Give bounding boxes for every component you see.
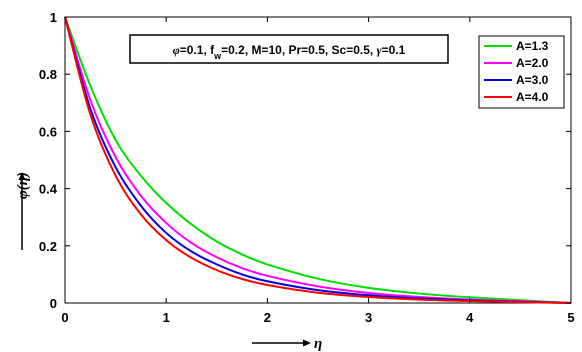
series-line-4 (64, 16, 572, 304)
x-axis-label-group: η (252, 336, 322, 352)
y-tick-label: 0.8 (39, 67, 57, 82)
x-axis-arrowhead (303, 339, 311, 347)
legend-label-1: A=1.3 (516, 39, 549, 53)
x-tick-label: 2 (264, 310, 271, 325)
legend: A=1.3 A=2.0 A=3.0 A=4.0 (478, 35, 565, 109)
x-tick-label: 0 (61, 310, 68, 325)
y-tick-label: 0.2 (39, 239, 57, 254)
x-tick-label: 5 (567, 310, 574, 325)
x-tick-label: 1 (163, 310, 170, 325)
parameter-annotation: φ=0.1, fw=0.2, M=10, Pr=0.5, Sc=0.5, γ=0… (173, 43, 406, 61)
curves (64, 16, 572, 304)
x-tick-label: 4 (466, 310, 474, 325)
y-axis-label-group: φ(η) (15, 172, 31, 250)
y-tick-label: 0 (50, 296, 57, 311)
y-ticks: 0 0.2 0.4 0.6 0.8 1 (39, 10, 571, 311)
legend-label-4: A=4.0 (516, 90, 549, 104)
y-tick-label: 0.4 (39, 182, 58, 197)
y-tick-label: 1 (50, 10, 57, 25)
series-line-2 (64, 16, 572, 304)
legend-label-2: A=2.0 (516, 56, 549, 70)
x-ticks: 0 1 2 3 4 5 (61, 17, 575, 325)
y-axis-label: φ(η) (15, 172, 31, 199)
series-line-1 (64, 16, 572, 304)
parameter-box (129, 34, 449, 64)
x-tick-label: 3 (365, 310, 372, 325)
y-axis-arrowhead (18, 172, 26, 180)
legend-label-3: A=3.0 (516, 73, 549, 87)
x-axis-label: η (314, 336, 322, 352)
y-tick-label: 0.6 (39, 124, 57, 139)
